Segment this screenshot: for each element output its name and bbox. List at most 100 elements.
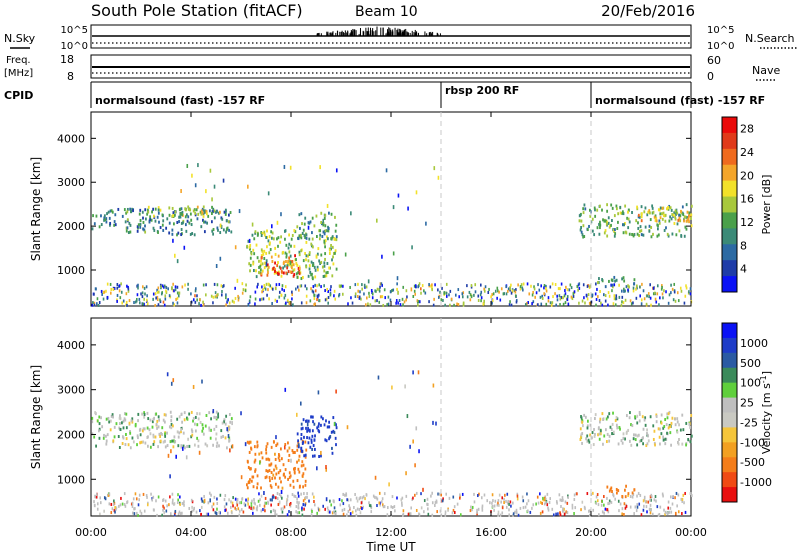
scatter-cell — [324, 289, 326, 293]
scatter-cell — [355, 496, 358, 500]
scatter-cell — [643, 498, 646, 502]
data-cell — [217, 211, 220, 215]
data-cell — [619, 211, 622, 215]
data-cell — [200, 212, 203, 216]
scatter-cell — [632, 286, 635, 290]
scatter-cell — [562, 302, 565, 306]
scatter-cell — [514, 294, 517, 298]
data-cell — [690, 216, 692, 220]
scatter-cell — [375, 496, 378, 500]
scatter-cell — [295, 287, 297, 291]
data-cell — [677, 442, 680, 446]
data-cell — [640, 215, 643, 219]
data-cell — [307, 419, 310, 423]
scatter-cell — [595, 282, 597, 286]
scatter-cell — [555, 500, 558, 504]
data-cell — [285, 243, 288, 247]
data-cell — [669, 425, 672, 429]
data-cell — [649, 218, 652, 222]
data-cell — [176, 430, 179, 434]
scatter-cell — [484, 285, 487, 289]
data-cell — [611, 432, 613, 436]
colorbar-cell — [722, 427, 737, 443]
scatter-cell — [298, 501, 300, 505]
scatter-cell — [541, 510, 544, 514]
data-cell — [323, 216, 326, 220]
scatter-cell — [451, 511, 454, 515]
scatter-cell — [156, 288, 158, 292]
data-cell — [301, 275, 304, 279]
data-cell — [675, 233, 678, 237]
data-cell — [664, 219, 667, 223]
data-cell — [176, 259, 179, 264]
scatter-cell — [266, 293, 268, 297]
scatter-cell — [453, 303, 455, 307]
data-cell — [256, 256, 259, 260]
data-cell — [326, 270, 329, 274]
data-cell — [325, 419, 327, 423]
data-cell — [91, 227, 94, 231]
scatter-cell — [526, 282, 529, 286]
scatter-cell — [519, 285, 522, 289]
scatter-cell — [333, 506, 336, 510]
data-cell — [111, 413, 114, 417]
data-cell — [197, 163, 199, 168]
scatter-cell — [348, 504, 350, 508]
scatter-cell — [492, 292, 495, 296]
data-cell — [667, 412, 670, 416]
data-cell — [594, 214, 597, 218]
scatter-cell — [181, 285, 184, 289]
data-cell — [302, 485, 305, 489]
data-cell — [212, 209, 215, 213]
data-cell — [689, 440, 692, 444]
data-cell — [640, 205, 643, 209]
data-cell — [305, 240, 308, 244]
data-cell — [323, 269, 326, 273]
data-cell — [121, 214, 124, 218]
data-cell — [192, 384, 195, 389]
data-cell — [593, 417, 596, 421]
scatter-cell — [297, 503, 300, 507]
scatter-cell — [93, 303, 96, 307]
data-cell — [226, 427, 229, 432]
data-cell — [640, 212, 643, 216]
scatter-cell — [123, 503, 126, 507]
scatter-cell — [482, 302, 485, 306]
data-cell — [105, 434, 107, 438]
data-cell — [265, 259, 268, 263]
scatter-cell — [598, 299, 601, 303]
scatter-cell — [341, 499, 343, 503]
scatter-cell — [436, 510, 438, 514]
scatter-cell — [547, 508, 550, 512]
scatter-cell — [284, 293, 287, 297]
scatter-cell — [120, 290, 123, 294]
data-cell — [304, 467, 307, 471]
data-cell — [181, 212, 183, 216]
scatter-cell — [349, 498, 352, 502]
data-cell — [335, 389, 337, 394]
scatter-cell — [355, 509, 357, 513]
scatter-cell — [300, 301, 303, 305]
data-cell — [139, 441, 142, 445]
scatter-cell — [281, 284, 284, 288]
data-cell — [248, 441, 251, 445]
data-cell — [175, 454, 177, 459]
data-cell — [586, 228, 589, 232]
data-cell — [298, 234, 301, 238]
data-cell — [169, 474, 171, 479]
scatter-cell — [144, 292, 146, 296]
data-cell — [215, 210, 218, 214]
scatter-cell — [684, 294, 687, 298]
scatter-cell — [508, 303, 511, 307]
data-cell — [597, 433, 599, 437]
data-cell — [410, 287, 413, 292]
scatter-cell — [531, 293, 534, 297]
scatter-cell — [548, 500, 551, 504]
scatter-cell — [563, 512, 566, 516]
data-cell — [136, 225, 139, 229]
scatter-cell — [383, 505, 386, 509]
scatter-cell — [662, 494, 664, 498]
scatter-cell — [564, 289, 566, 293]
data-cell — [118, 416, 121, 420]
